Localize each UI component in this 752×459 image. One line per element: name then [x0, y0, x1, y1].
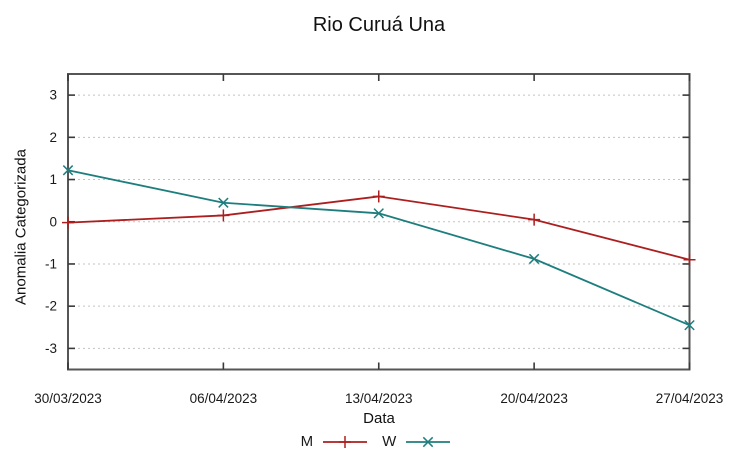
series-M — [62, 190, 696, 266]
y-tick-labels: -3 -2 -1 0 1 2 3 — [45, 88, 57, 356]
svg-text:-3: -3 — [45, 341, 57, 356]
axis-ticks — [67, 74, 691, 370]
svg-text:-1: -1 — [45, 256, 57, 271]
svg-text:27/04/2023: 27/04/2023 — [656, 391, 724, 406]
x-axis-label: Data — [363, 410, 395, 427]
gridlines — [68, 94, 690, 349]
legend-item-w: W — [382, 433, 451, 450]
chart-title: Rio Curuá Una — [312, 14, 446, 36]
legend-line-sample-m — [323, 435, 368, 448]
legend-label-m: M — [300, 433, 314, 450]
svg-text:30/03/2023: 30/03/2023 — [34, 391, 102, 406]
legend-label-w: W — [382, 433, 397, 450]
legend: M W — [0, 433, 752, 450]
svg-text:1: 1 — [49, 172, 57, 187]
svg-text:20/04/2023: 20/04/2023 — [500, 391, 568, 406]
svg-text:0: 0 — [49, 214, 57, 229]
legend-line-sample-w — [406, 436, 451, 447]
legend-item-m: M — [301, 433, 369, 450]
svg-text:3: 3 — [49, 88, 57, 103]
plot-canvas: -3 -2 -1 0 1 2 3 30/03/2023 06/04/2023 13/04/2023… — [34, 73, 723, 406]
series-W — [62, 165, 695, 331]
x-tick-labels: 30/03/2023 06/04/2023 13/04/2023 20/04/2023… — [34, 391, 723, 406]
svg-text:06/04/2023: 06/04/2023 — [190, 391, 258, 406]
svg-text:2: 2 — [49, 130, 57, 145]
svg-text:-2: -2 — [45, 299, 57, 314]
svg-text:13/04/2023: 13/04/2023 — [345, 391, 413, 406]
